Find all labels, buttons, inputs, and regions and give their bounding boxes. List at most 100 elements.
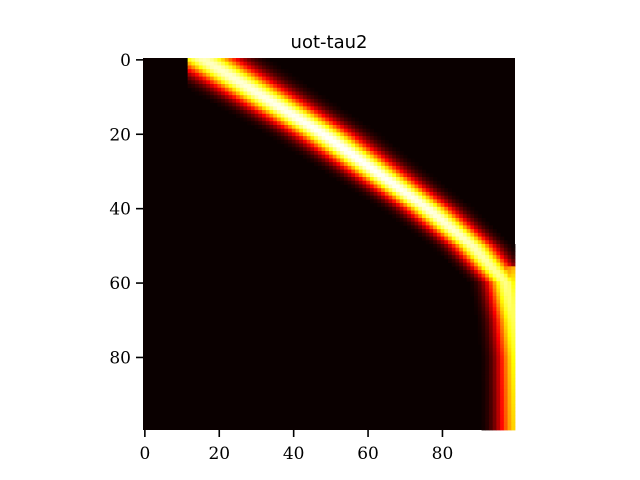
- heatmap-cell: [488, 262, 494, 267]
- heatmap-cell: [295, 98, 300, 104]
- heatmap-cell: [399, 151, 404, 156]
- heatmap-cell: [488, 333, 494, 338]
- heatmap-cell: [355, 121, 360, 126]
- heatmap-cell: [355, 151, 360, 156]
- heatmap-cell: [410, 180, 415, 185]
- heatmap-cell: [440, 199, 445, 204]
- heatmap-cell: [455, 217, 460, 223]
- heatmap-cell: [384, 169, 389, 174]
- heatmap-cell: [392, 203, 397, 208]
- heatmap-cell: [403, 203, 408, 208]
- heatmap-cell: [325, 143, 330, 148]
- heatmap-cell: [466, 270, 471, 275]
- heatmap-cell: [236, 58, 241, 63]
- heatmap-cell: [477, 281, 482, 286]
- heatmap-cell: [403, 173, 408, 178]
- heatmap-cell: [358, 143, 363, 148]
- heatmap-cell: [418, 221, 423, 226]
- heatmap-cell: [399, 214, 404, 219]
- heatmap-cell: [481, 244, 486, 249]
- heatmap-cell: [243, 80, 248, 85]
- heatmap-cell: [481, 229, 486, 234]
- heatmap-cell: [299, 80, 304, 85]
- heatmap-cell: [507, 418, 512, 423]
- heatmap-cell: [388, 199, 393, 204]
- heatmap-cell: [366, 188, 371, 193]
- heatmap-cell: [410, 217, 415, 223]
- heatmap-cell: [470, 225, 475, 230]
- heatmap-cell: [462, 244, 468, 249]
- heatmap-cell: [485, 240, 490, 245]
- heatmap-cell: [492, 403, 497, 409]
- heatmap-cell: [280, 106, 285, 111]
- heatmap-cell: [377, 177, 382, 182]
- heatmap-cell: [247, 76, 252, 81]
- x-tick-label: 0: [139, 444, 150, 464]
- heatmap-cell: [276, 91, 282, 96]
- heatmap-cell: [329, 147, 334, 152]
- heatmap-cell: [466, 206, 471, 211]
- heatmap-cell: [302, 84, 308, 89]
- heatmap-cell: [477, 240, 482, 245]
- heatmap-cell: [436, 199, 441, 204]
- heatmap-cell: [314, 102, 319, 107]
- heatmap-cell: [507, 411, 512, 416]
- heatmap-cell: [310, 158, 315, 163]
- heatmap-cell: [433, 247, 438, 252]
- heatmap-cell: [347, 128, 352, 133]
- heatmap-cell: [295, 106, 300, 111]
- heatmap-cell: [295, 113, 300, 118]
- heatmap-cell: [474, 303, 479, 308]
- heatmap-cell: [358, 180, 363, 185]
- heatmap-cell: [470, 232, 475, 237]
- heatmap-cell: [250, 91, 255, 96]
- heatmap-cell: [444, 236, 449, 241]
- heatmap-cell: [455, 206, 460, 211]
- heatmap-cell: [492, 351, 497, 356]
- heatmap-cell: [243, 58, 248, 63]
- heatmap-cell: [273, 106, 278, 111]
- heatmap-cell: [243, 61, 248, 66]
- heatmap-cell: [295, 124, 300, 130]
- heatmap-cell: [306, 151, 311, 156]
- heatmap-cell: [500, 385, 505, 390]
- heatmap-cell: [250, 87, 255, 92]
- heatmap-cell: [474, 221, 479, 226]
- heatmap-cell: [507, 314, 512, 319]
- heatmap-cell: [488, 381, 494, 386]
- heatmap-cell: [265, 106, 270, 111]
- heatmap-cell: [448, 258, 453, 263]
- heatmap-cell: [477, 229, 482, 234]
- heatmap-cell: [291, 121, 296, 126]
- heatmap-cell: [254, 110, 259, 115]
- heatmap-cell: [440, 206, 445, 211]
- heatmap-cell: [492, 389, 497, 394]
- heatmap-cell: [377, 173, 382, 178]
- heatmap-cell: [265, 87, 270, 92]
- heatmap-cell: [302, 106, 308, 111]
- heatmap-cell: [500, 396, 505, 401]
- heatmap-cell: [448, 203, 453, 208]
- heatmap-cell: [455, 247, 460, 252]
- heatmap-cell: [500, 325, 505, 330]
- heatmap-cell: [492, 366, 497, 371]
- heatmap-cell: [455, 255, 460, 260]
- heatmap-cell: [485, 400, 490, 405]
- heatmap-cell: [351, 128, 356, 133]
- heatmap-cell: [410, 199, 415, 204]
- heatmap-cell: [384, 203, 389, 208]
- heatmap-cell: [343, 132, 348, 137]
- heatmap-cell: [500, 340, 505, 345]
- heatmap-cell: [477, 314, 482, 319]
- heatmap-cell: [302, 143, 308, 148]
- heatmap-cell: [500, 359, 505, 364]
- heatmap-cell: [224, 95, 229, 100]
- heatmap-cell: [329, 128, 334, 133]
- heatmap-cell: [500, 240, 505, 245]
- heatmap-cell: [395, 154, 401, 159]
- heatmap-cell: [392, 188, 397, 193]
- heatmap-cell: [485, 389, 490, 394]
- heatmap-cell: [291, 102, 296, 107]
- heatmap-cell: [377, 169, 382, 174]
- heatmap-cell: [228, 106, 233, 111]
